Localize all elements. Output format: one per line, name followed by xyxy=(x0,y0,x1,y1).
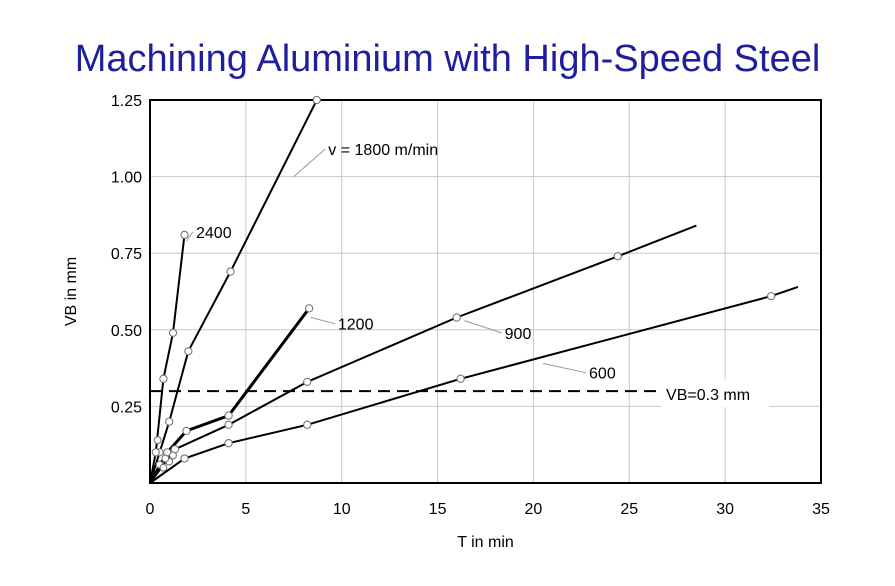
label-leader-0 xyxy=(293,148,326,177)
data-point xyxy=(180,230,189,239)
label-leader-1 xyxy=(186,231,194,242)
series-group xyxy=(148,99,799,484)
x-tick-label: 20 xyxy=(525,501,543,518)
y-tick-label: 0.50 xyxy=(111,323,142,340)
data-point xyxy=(226,267,235,276)
series-label-4: 600 xyxy=(589,366,616,383)
data-point xyxy=(153,436,162,445)
data-point xyxy=(165,417,174,426)
label-leader-2 xyxy=(310,317,336,325)
x-tick-label: 35 xyxy=(812,501,830,518)
label-leader-4 xyxy=(542,363,587,374)
label-leader-3 xyxy=(464,320,502,334)
data-point xyxy=(168,328,178,338)
data-point xyxy=(456,374,465,383)
x-tick-label: 0 xyxy=(146,501,155,518)
markers-group xyxy=(151,95,776,472)
y-axis-ticks: 0.25 0.50 0.75 1.00 1.25 xyxy=(111,93,142,416)
data-point xyxy=(224,411,233,420)
x-tick-label: 15 xyxy=(429,501,447,518)
chart-title: Machining Aluminium with High-Speed Stee… xyxy=(74,38,821,80)
y-tick-label: 0.25 xyxy=(111,399,142,416)
data-point xyxy=(169,451,177,460)
data-point xyxy=(180,454,189,463)
data-point xyxy=(613,252,622,261)
label-leaders xyxy=(186,148,587,374)
data-point xyxy=(151,448,160,457)
series-labels: v = 1800 m/min 2400 1200 900 600 xyxy=(196,142,616,383)
data-point xyxy=(182,426,191,436)
y-tick-label: 0.75 xyxy=(111,246,142,263)
data-point xyxy=(767,291,776,301)
plot-frame xyxy=(149,99,822,484)
data-point xyxy=(184,347,193,356)
x-tick-label: 30 xyxy=(716,501,734,518)
x-tick-label: 25 xyxy=(620,501,638,518)
series-label-1: 2400 xyxy=(196,225,232,242)
x-tick-label: 10 xyxy=(333,501,351,518)
series-label-3: 900 xyxy=(505,326,532,343)
x-axis-label: T in min xyxy=(457,534,514,551)
series-line-0 xyxy=(149,99,318,484)
reference-label-background xyxy=(661,379,770,408)
data-point xyxy=(161,454,170,463)
data-point xyxy=(159,463,168,472)
data-point xyxy=(452,313,461,322)
data-point xyxy=(303,420,312,429)
data-point xyxy=(224,420,233,429)
series-line-1 xyxy=(149,234,186,484)
x-tick-label: 5 xyxy=(241,501,250,518)
series-label-0: v = 1800 m/min xyxy=(328,142,438,159)
data-point xyxy=(304,304,314,313)
series-label-2: 1200 xyxy=(338,317,374,334)
data-point xyxy=(159,374,168,383)
data-point xyxy=(303,377,312,387)
data-point xyxy=(312,95,321,105)
y-tick-label: 1.25 xyxy=(111,93,142,110)
grid-lines xyxy=(150,100,821,483)
data-point xyxy=(224,439,233,448)
y-tick-label: 1.00 xyxy=(111,170,142,187)
x-axis-ticks: 0 5 10 15 20 25 30 35 xyxy=(146,501,830,518)
y-axis-label: VB in mm xyxy=(63,257,80,326)
reference-line-label: VB=0.3 mm xyxy=(666,387,750,404)
